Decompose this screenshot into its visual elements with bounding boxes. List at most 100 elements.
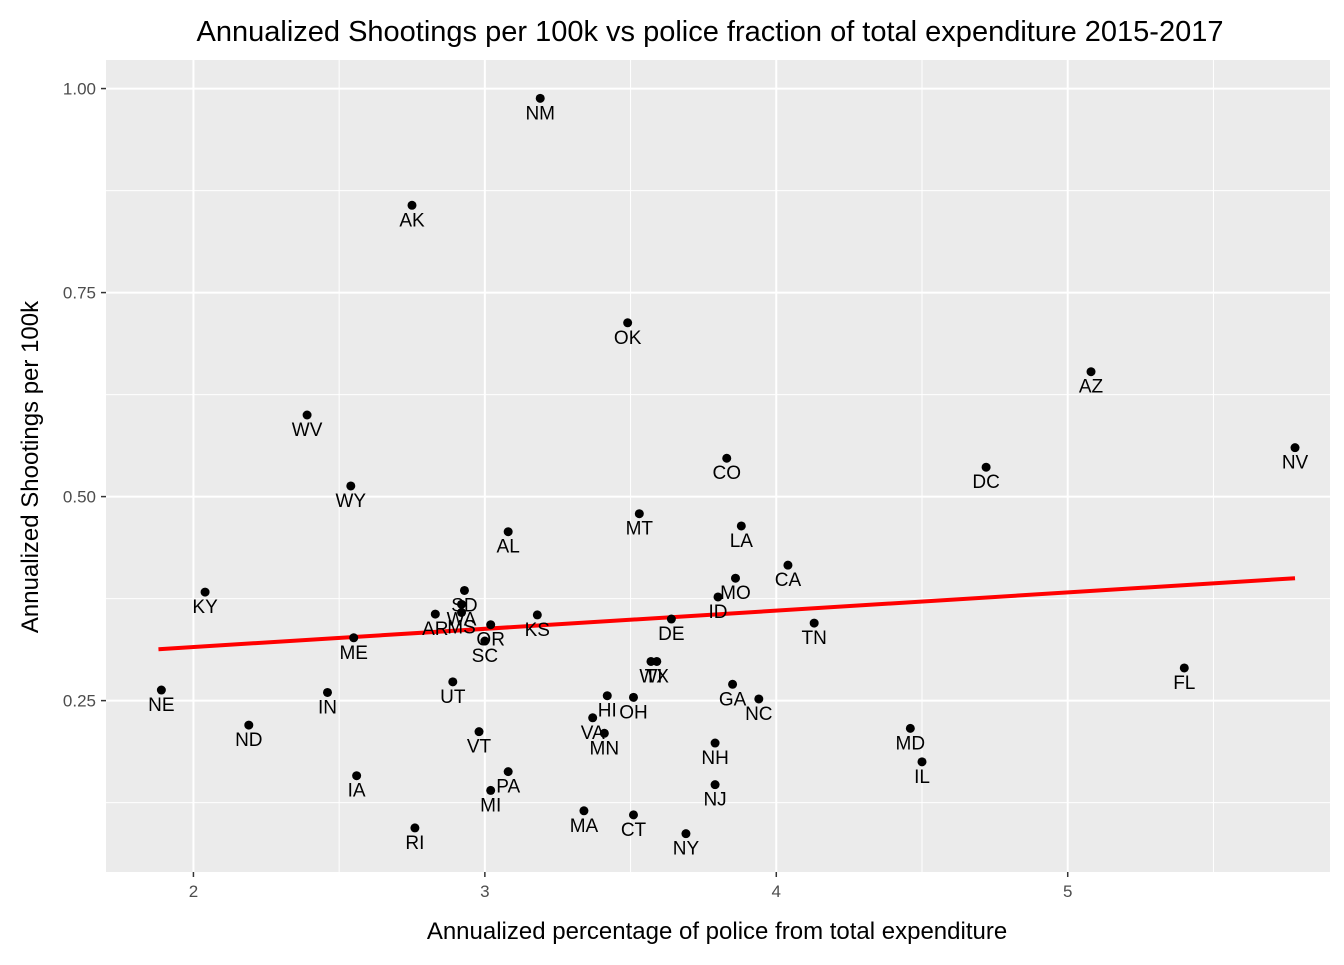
data-point xyxy=(728,679,738,689)
point-label: VT xyxy=(467,737,492,758)
point-label: SD xyxy=(451,595,477,616)
point-label: WV xyxy=(292,420,323,441)
data-point xyxy=(602,691,612,701)
point-label: LA xyxy=(730,531,754,552)
point-label: IA xyxy=(348,781,366,802)
point-label: IN xyxy=(318,697,337,718)
point-label: NC xyxy=(745,704,772,725)
data-point xyxy=(448,677,458,687)
grid-lines xyxy=(106,60,1330,872)
data-point xyxy=(713,592,723,602)
point-label: OK xyxy=(614,328,642,349)
data-point xyxy=(722,453,732,463)
point-label: WY xyxy=(335,491,366,512)
point-label: AR xyxy=(422,619,448,640)
data-point xyxy=(474,727,484,737)
point-label: GA xyxy=(719,689,747,710)
data-point xyxy=(480,636,490,646)
point-label: TX xyxy=(645,666,670,687)
point-label: NM xyxy=(525,103,555,124)
point-label: WA xyxy=(447,609,477,630)
data-point xyxy=(730,573,740,583)
data-point xyxy=(917,757,927,767)
y-tick-label: 1.00 xyxy=(63,80,96,99)
trend-line-group xyxy=(158,576,1296,652)
point-label: NJ xyxy=(703,790,726,811)
data-point xyxy=(407,200,417,210)
point-label: MT xyxy=(626,519,654,540)
point-label: NH xyxy=(701,748,728,769)
point-label: MO xyxy=(720,583,751,604)
point-label: AK xyxy=(399,210,425,231)
data-point xyxy=(905,723,915,733)
data-point xyxy=(486,785,496,795)
point-label: OH xyxy=(619,702,648,723)
y-axis: 0.25 0.50 0.75 1.00 xyxy=(63,80,106,711)
data-point xyxy=(710,738,720,748)
data-point xyxy=(156,685,166,695)
y-axis-title: Annualized Shootings per 100k xyxy=(17,300,44,633)
data-point xyxy=(349,633,359,643)
plot-panel xyxy=(106,60,1330,872)
point-label: VA xyxy=(581,723,605,744)
chart-title: Annualized Shootings per 100k vs police … xyxy=(197,16,1224,48)
point-label: OR xyxy=(476,630,505,651)
data-point xyxy=(457,599,467,609)
data-point xyxy=(710,780,720,790)
point-label: WI xyxy=(639,666,662,687)
data-point xyxy=(736,521,746,531)
x-tick-label: 4 xyxy=(772,882,781,901)
data-point xyxy=(809,618,819,628)
point-label: KS xyxy=(525,620,550,641)
point-label: MI xyxy=(480,795,501,816)
point-label: AL xyxy=(497,537,520,558)
point-label: CT xyxy=(621,820,647,841)
data-point xyxy=(457,607,467,617)
point-label: RI xyxy=(405,833,424,854)
point-label: KY xyxy=(192,597,218,618)
x-axis: 2 3 4 5 xyxy=(189,872,1072,901)
data-point xyxy=(302,410,312,420)
point-labels: NM AK OK AZ WV NV CO DC WY MT LA AL CA MO KY SD ID WAMSAR… xyxy=(148,103,1308,859)
point-label: HI xyxy=(598,701,617,722)
data-point xyxy=(486,620,496,630)
data-point xyxy=(599,728,609,738)
data-point xyxy=(503,767,513,777)
data-point xyxy=(783,560,793,570)
data-point xyxy=(459,585,469,595)
point-label: CO xyxy=(712,463,741,484)
point-label: NY xyxy=(673,839,700,860)
data-point xyxy=(652,656,662,666)
data-point xyxy=(532,610,542,620)
point-label: AZ xyxy=(1079,377,1104,398)
data-point xyxy=(981,462,991,472)
data-point xyxy=(666,614,676,624)
point-label: SC xyxy=(472,646,498,667)
y-tick-label: 0.25 xyxy=(63,692,96,711)
y-tick-label: 0.50 xyxy=(63,488,96,507)
data-point xyxy=(1290,443,1300,453)
point-label: MS xyxy=(447,617,476,638)
data-point xyxy=(430,609,440,619)
data-point xyxy=(1086,367,1096,377)
data-point xyxy=(352,771,362,781)
data-point xyxy=(1179,663,1189,673)
data-point xyxy=(503,527,513,537)
data-point xyxy=(244,720,254,730)
point-label: FL xyxy=(1173,673,1195,694)
trend-line xyxy=(158,576,1296,652)
data-point xyxy=(322,687,332,697)
point-label: UT xyxy=(440,687,466,708)
point-label: DC xyxy=(972,472,999,493)
data-point xyxy=(410,823,420,833)
data-point xyxy=(628,810,638,820)
point-label: MD xyxy=(896,733,926,754)
point-label: ID xyxy=(709,602,728,623)
x-tick-label: 3 xyxy=(480,882,489,901)
x-tick-label: 2 xyxy=(189,882,198,901)
data-point xyxy=(535,93,545,103)
point-label: TN xyxy=(802,628,827,649)
x-axis-title: Annualized percentage of police from tot… xyxy=(427,918,1007,945)
